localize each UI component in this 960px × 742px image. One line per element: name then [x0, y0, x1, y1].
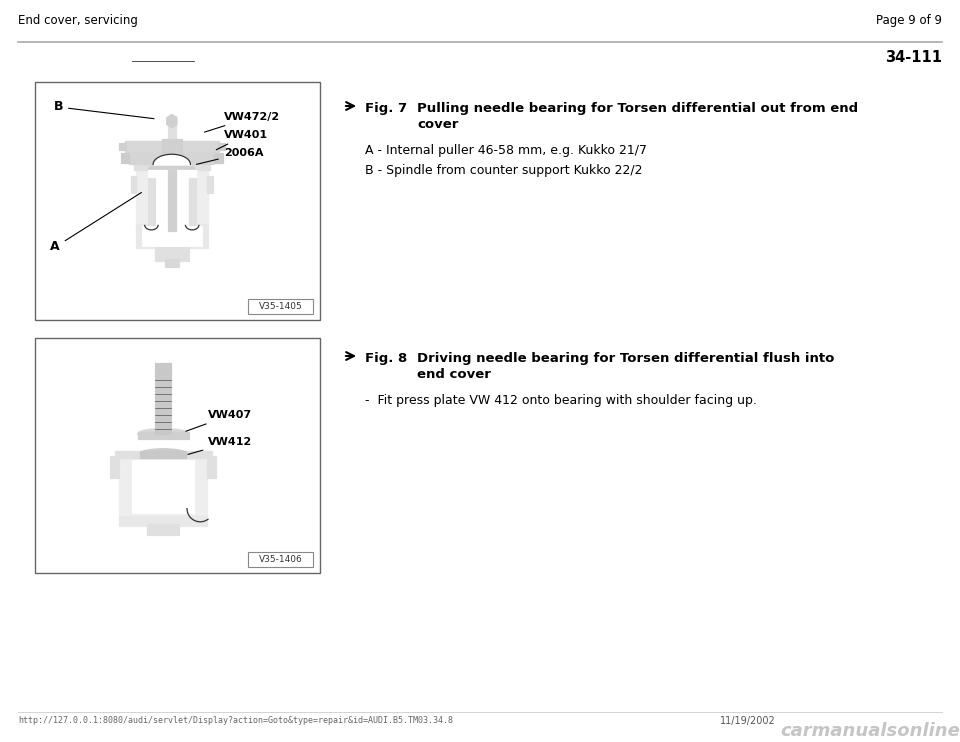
Bar — [148, 178, 155, 225]
Bar — [207, 176, 212, 192]
Bar — [248, 299, 313, 314]
Bar — [168, 170, 176, 231]
Text: Page 9 of 9: Page 9 of 9 — [876, 14, 942, 27]
Bar — [214, 154, 223, 162]
Text: Pulling needle bearing for Torsen differential out from end: Pulling needle bearing for Torsen differ… — [417, 102, 858, 115]
Text: carmanualsonline.info: carmanualsonline.info — [780, 722, 960, 740]
Text: A: A — [50, 192, 141, 254]
Bar — [168, 116, 176, 142]
Bar — [136, 224, 207, 248]
Text: B: B — [54, 100, 154, 119]
Text: End cover, servicing: End cover, servicing — [18, 14, 138, 27]
Bar — [132, 460, 194, 513]
Bar — [148, 170, 196, 225]
Bar — [218, 143, 225, 150]
Text: Fig. 8: Fig. 8 — [365, 352, 407, 365]
Text: 34-111: 34-111 — [885, 50, 942, 65]
Bar — [207, 456, 216, 478]
Bar — [165, 259, 179, 267]
Bar — [121, 154, 130, 162]
Text: V35-1405: V35-1405 — [258, 302, 302, 311]
Polygon shape — [167, 114, 177, 128]
Text: http://127.0.0.1:8080/audi/servlet/Display?action=Goto&type=repair&id=AUDI.B5.TM: http://127.0.0.1:8080/audi/servlet/Displ… — [18, 716, 453, 725]
Bar — [125, 141, 219, 151]
Bar — [115, 451, 211, 459]
Text: 2006A: 2006A — [197, 148, 263, 164]
Bar — [142, 226, 202, 246]
Text: -  Fit press plate VW 412 onto bearing with shoulder facing up.: - Fit press plate VW 412 onto bearing wi… — [365, 394, 756, 407]
Bar — [248, 552, 313, 567]
Bar — [136, 167, 207, 226]
Bar — [131, 176, 136, 192]
Bar — [161, 139, 182, 154]
Bar — [156, 364, 171, 434]
Text: 11/19/2002: 11/19/2002 — [720, 716, 776, 726]
Text: end cover: end cover — [417, 368, 491, 381]
Text: VW412: VW412 — [188, 437, 252, 454]
Bar — [35, 338, 320, 573]
Text: cover: cover — [417, 118, 458, 131]
Bar — [133, 163, 210, 171]
Text: Fig. 7: Fig. 7 — [365, 102, 407, 115]
FancyBboxPatch shape — [125, 141, 219, 151]
Text: VW407: VW407 — [186, 410, 252, 431]
Text: Driving needle bearing for Torsen differential flush into: Driving needle bearing for Torsen differ… — [417, 352, 834, 365]
Bar — [130, 151, 214, 165]
Bar — [140, 451, 186, 458]
Bar — [110, 456, 119, 478]
Ellipse shape — [140, 449, 186, 458]
Text: B - Spindle from counter support Kukko 22/2: B - Spindle from counter support Kukko 2… — [365, 164, 642, 177]
Text: VW401: VW401 — [216, 130, 268, 150]
Bar — [119, 456, 207, 517]
Bar — [119, 516, 207, 526]
Bar — [148, 525, 180, 535]
Bar — [35, 82, 320, 320]
Ellipse shape — [149, 165, 195, 173]
Bar — [137, 432, 189, 439]
Bar — [189, 178, 196, 225]
Text: A - Internal puller 46-58 mm, e.g. Kukko 21/7: A - Internal puller 46-58 mm, e.g. Kukko… — [365, 144, 647, 157]
Bar — [119, 143, 126, 150]
Text: VW472/2: VW472/2 — [204, 112, 280, 132]
Ellipse shape — [137, 429, 189, 439]
Bar — [155, 246, 189, 260]
Text: V35-1406: V35-1406 — [258, 555, 302, 564]
